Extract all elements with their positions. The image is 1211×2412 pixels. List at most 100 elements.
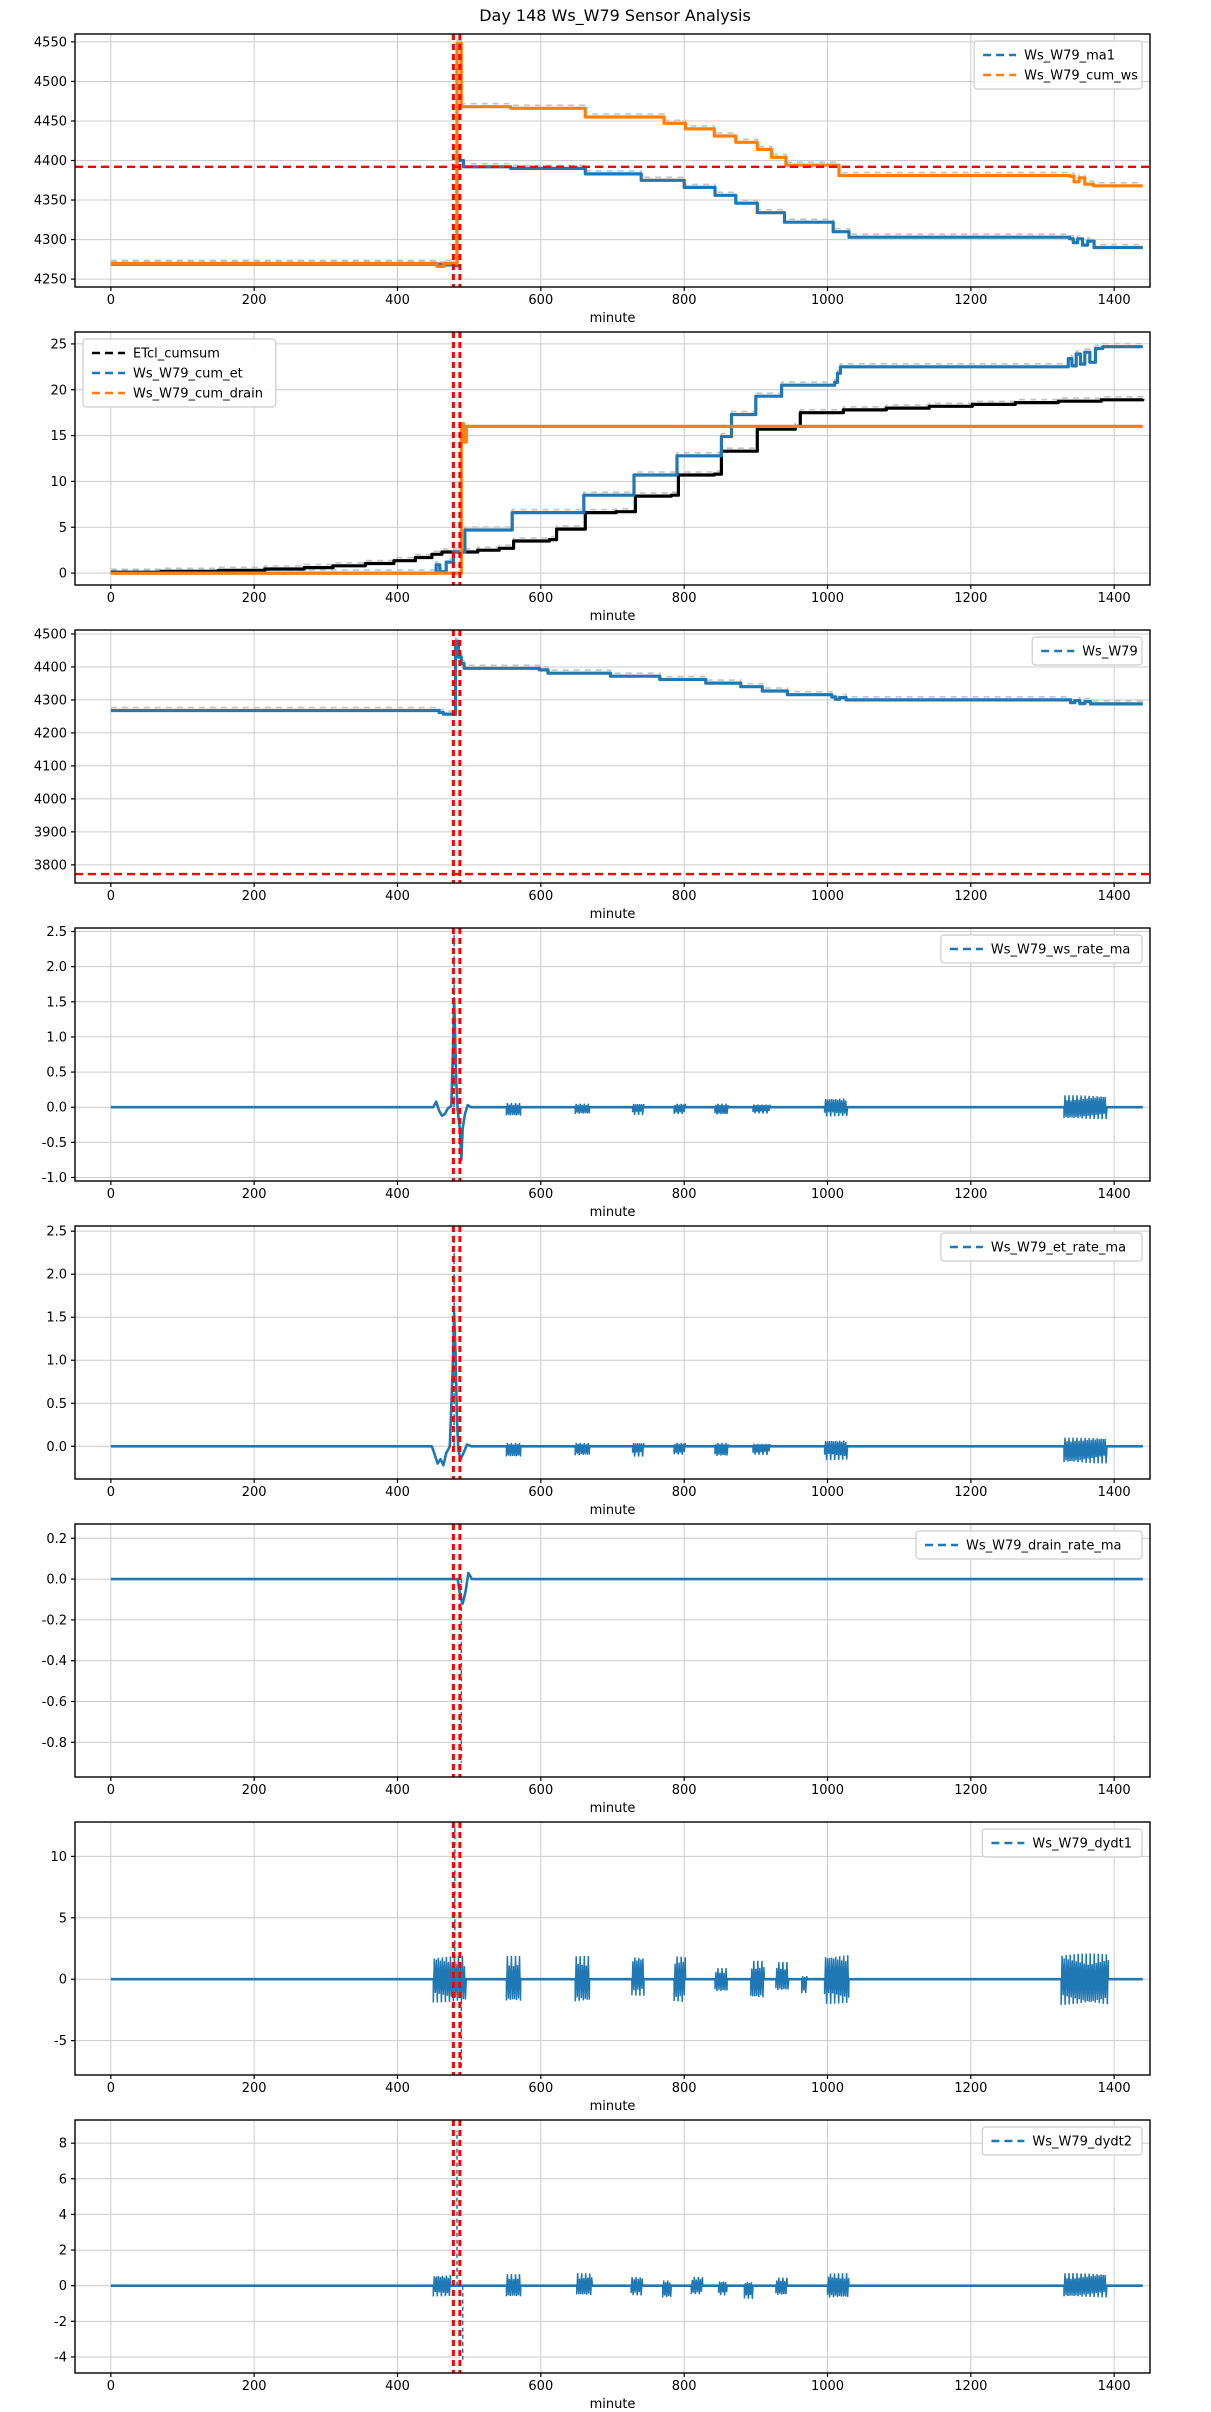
legend-box [915, 1530, 1143, 1560]
series-group [110, 1828, 1143, 2069]
x-tick-label: 1400 [1098, 889, 1131, 904]
x-tick-label: 0 [107, 293, 115, 308]
legend-label: Ws_W79_ma1 [1024, 49, 1115, 64]
y-tick-label: 10 [50, 475, 67, 490]
x-tick-label: 1400 [1098, 293, 1131, 308]
y-tick-label: 4450 [34, 114, 67, 129]
y-tick-label: 2.0 [46, 960, 67, 975]
noise-burst [673, 1442, 687, 1455]
x-tick-label: 200 [242, 1485, 267, 1500]
legend: Ws_W79 [1031, 636, 1143, 666]
legend-label: Ws_W79_cum_drain [133, 387, 263, 402]
y-tick-label: 15 [50, 429, 67, 444]
noise-burst [574, 1442, 591, 1456]
axes-frame [74, 1225, 1151, 1480]
y-tick-label: -1.0 [42, 1171, 67, 1186]
gridlines [75, 1226, 1150, 1479]
ws-w79-cum-ws-line [110, 41, 1143, 268]
noise-burst [714, 1442, 730, 1456]
x-tick-label: 1200 [954, 2379, 987, 2394]
y-tick-label: -0.5 [42, 1136, 67, 1151]
axes-frame [74, 331, 1151, 586]
legend-label: Ws_W79_dydt1 [1032, 1837, 1132, 1852]
noise-burst [750, 1960, 766, 1998]
x-tick-label: 200 [242, 1783, 267, 1798]
axes-frame [74, 629, 1151, 884]
gridlines [75, 1524, 1150, 1777]
noise-burst [505, 1442, 522, 1457]
x-tick-label: 0 [107, 591, 115, 606]
x-tick-label: 800 [672, 1485, 697, 1500]
subplot-7: 0 200 400 600 800 1000 1200 1400 -5 0 5 10 minute Ws_… [50, 1821, 1151, 2114]
subplot-5: 0 200 400 600 800 1000 1200 1400 0.0 0.5 1.0 1.5 2.0… [46, 1225, 1151, 1518]
x-tick-label: 1000 [811, 889, 844, 904]
y-tick-label: 0.2 [46, 1532, 67, 1547]
x-axis-label: minute [590, 311, 636, 326]
y-tick-label: 25 [50, 337, 67, 352]
noise-burst [575, 2273, 594, 2295]
axes-frame [74, 1523, 1151, 1778]
x-tick-label: 1200 [954, 2081, 987, 2096]
x-tick-label: 0 [107, 2379, 115, 2394]
y-tick-label: 0.0 [46, 1101, 67, 1116]
y-tick-label: 2 [59, 2244, 67, 2259]
series-group [110, 2130, 1143, 2361]
noise-burst [505, 1955, 522, 2001]
x-tick-label: 400 [385, 1485, 410, 1500]
series-group [110, 39, 1143, 268]
y-tick-label: 4500 [34, 627, 67, 642]
legend: Ws_W79_ws_rate_ma [940, 934, 1143, 964]
noise-burst [505, 1102, 522, 1116]
noise-burst [1063, 2273, 1108, 2298]
tick-labels: 0 200 400 600 800 1000 1200 1400 -4 -2 0 2 4 6 8 [54, 2137, 1131, 2394]
noise-burst [630, 2277, 644, 2296]
x-tick-label: 0 [107, 889, 115, 904]
x-tick-label: 200 [242, 2081, 267, 2096]
x-tick-label: 1400 [1098, 1485, 1131, 1500]
noise-burst [823, 1440, 849, 1461]
x-tick-label: 200 [242, 2379, 267, 2394]
series-group [110, 637, 1143, 716]
noise-burst [432, 2275, 452, 2297]
axes-frame [74, 1821, 1151, 2076]
legend: Ws_W79_dydt1 [981, 1828, 1143, 1858]
gridlines [75, 928, 1150, 1181]
noise-burst [631, 1103, 645, 1115]
x-tick-label: 800 [672, 889, 697, 904]
legend: Ws_W79_ma1 Ws_W79_cum_ws [973, 40, 1143, 90]
ws-w79-ws-rate-ma-line [110, 997, 1143, 1162]
x-tick-label: 1400 [1098, 591, 1131, 606]
x-axis-label: minute [590, 1503, 636, 1518]
tick-labels: 0 200 400 600 800 1000 1200 1400 4250 4300 4350 440… [34, 35, 1131, 308]
noise-burst [574, 1103, 591, 1114]
y-tick-label: 4550 [34, 35, 67, 50]
legend-box [940, 1232, 1143, 1262]
y-tick-label: 3900 [34, 825, 67, 840]
noise-burst [826, 2273, 850, 2298]
noise-burst [1060, 1953, 1110, 2005]
x-tick-label: 400 [385, 889, 410, 904]
y-tick-label: -0.4 [42, 1654, 67, 1669]
gridlines [75, 1822, 1150, 2075]
x-tick-label: 800 [672, 2379, 697, 2394]
tick-labels: 0 200 400 600 800 1000 1200 1400 -5 0 5 10 [50, 1850, 1130, 2096]
x-tick-label: 1000 [811, 591, 844, 606]
legend-box [981, 1828, 1143, 1858]
legend-label: Ws_W79_ws_rate_ma [991, 943, 1130, 958]
subplot-stack: 0 200 400 600 800 1000 1200 1400 4250 4300 4350 440… [0, 28, 1211, 2412]
ws-w79-line [110, 639, 1143, 716]
x-tick-label: 0 [107, 1187, 115, 1202]
legend-box [981, 2126, 1143, 2156]
x-tick-label: 200 [242, 889, 267, 904]
y-tick-label: 2.5 [46, 1225, 67, 1240]
y-tick-label: 4000 [34, 792, 67, 807]
x-tick-label: 1000 [811, 1187, 844, 1202]
x-axis-label: minute [590, 1205, 636, 1220]
noise-burst [1063, 1437, 1108, 1464]
legend-box [1031, 636, 1143, 666]
y-tick-label: 0.0 [46, 1573, 67, 1588]
gridlines [75, 34, 1150, 287]
legend: Ws_W79_et_rate_ma [940, 1232, 1143, 1262]
x-tick-label: 1200 [954, 1485, 987, 1500]
noise-burst [714, 1968, 728, 1992]
